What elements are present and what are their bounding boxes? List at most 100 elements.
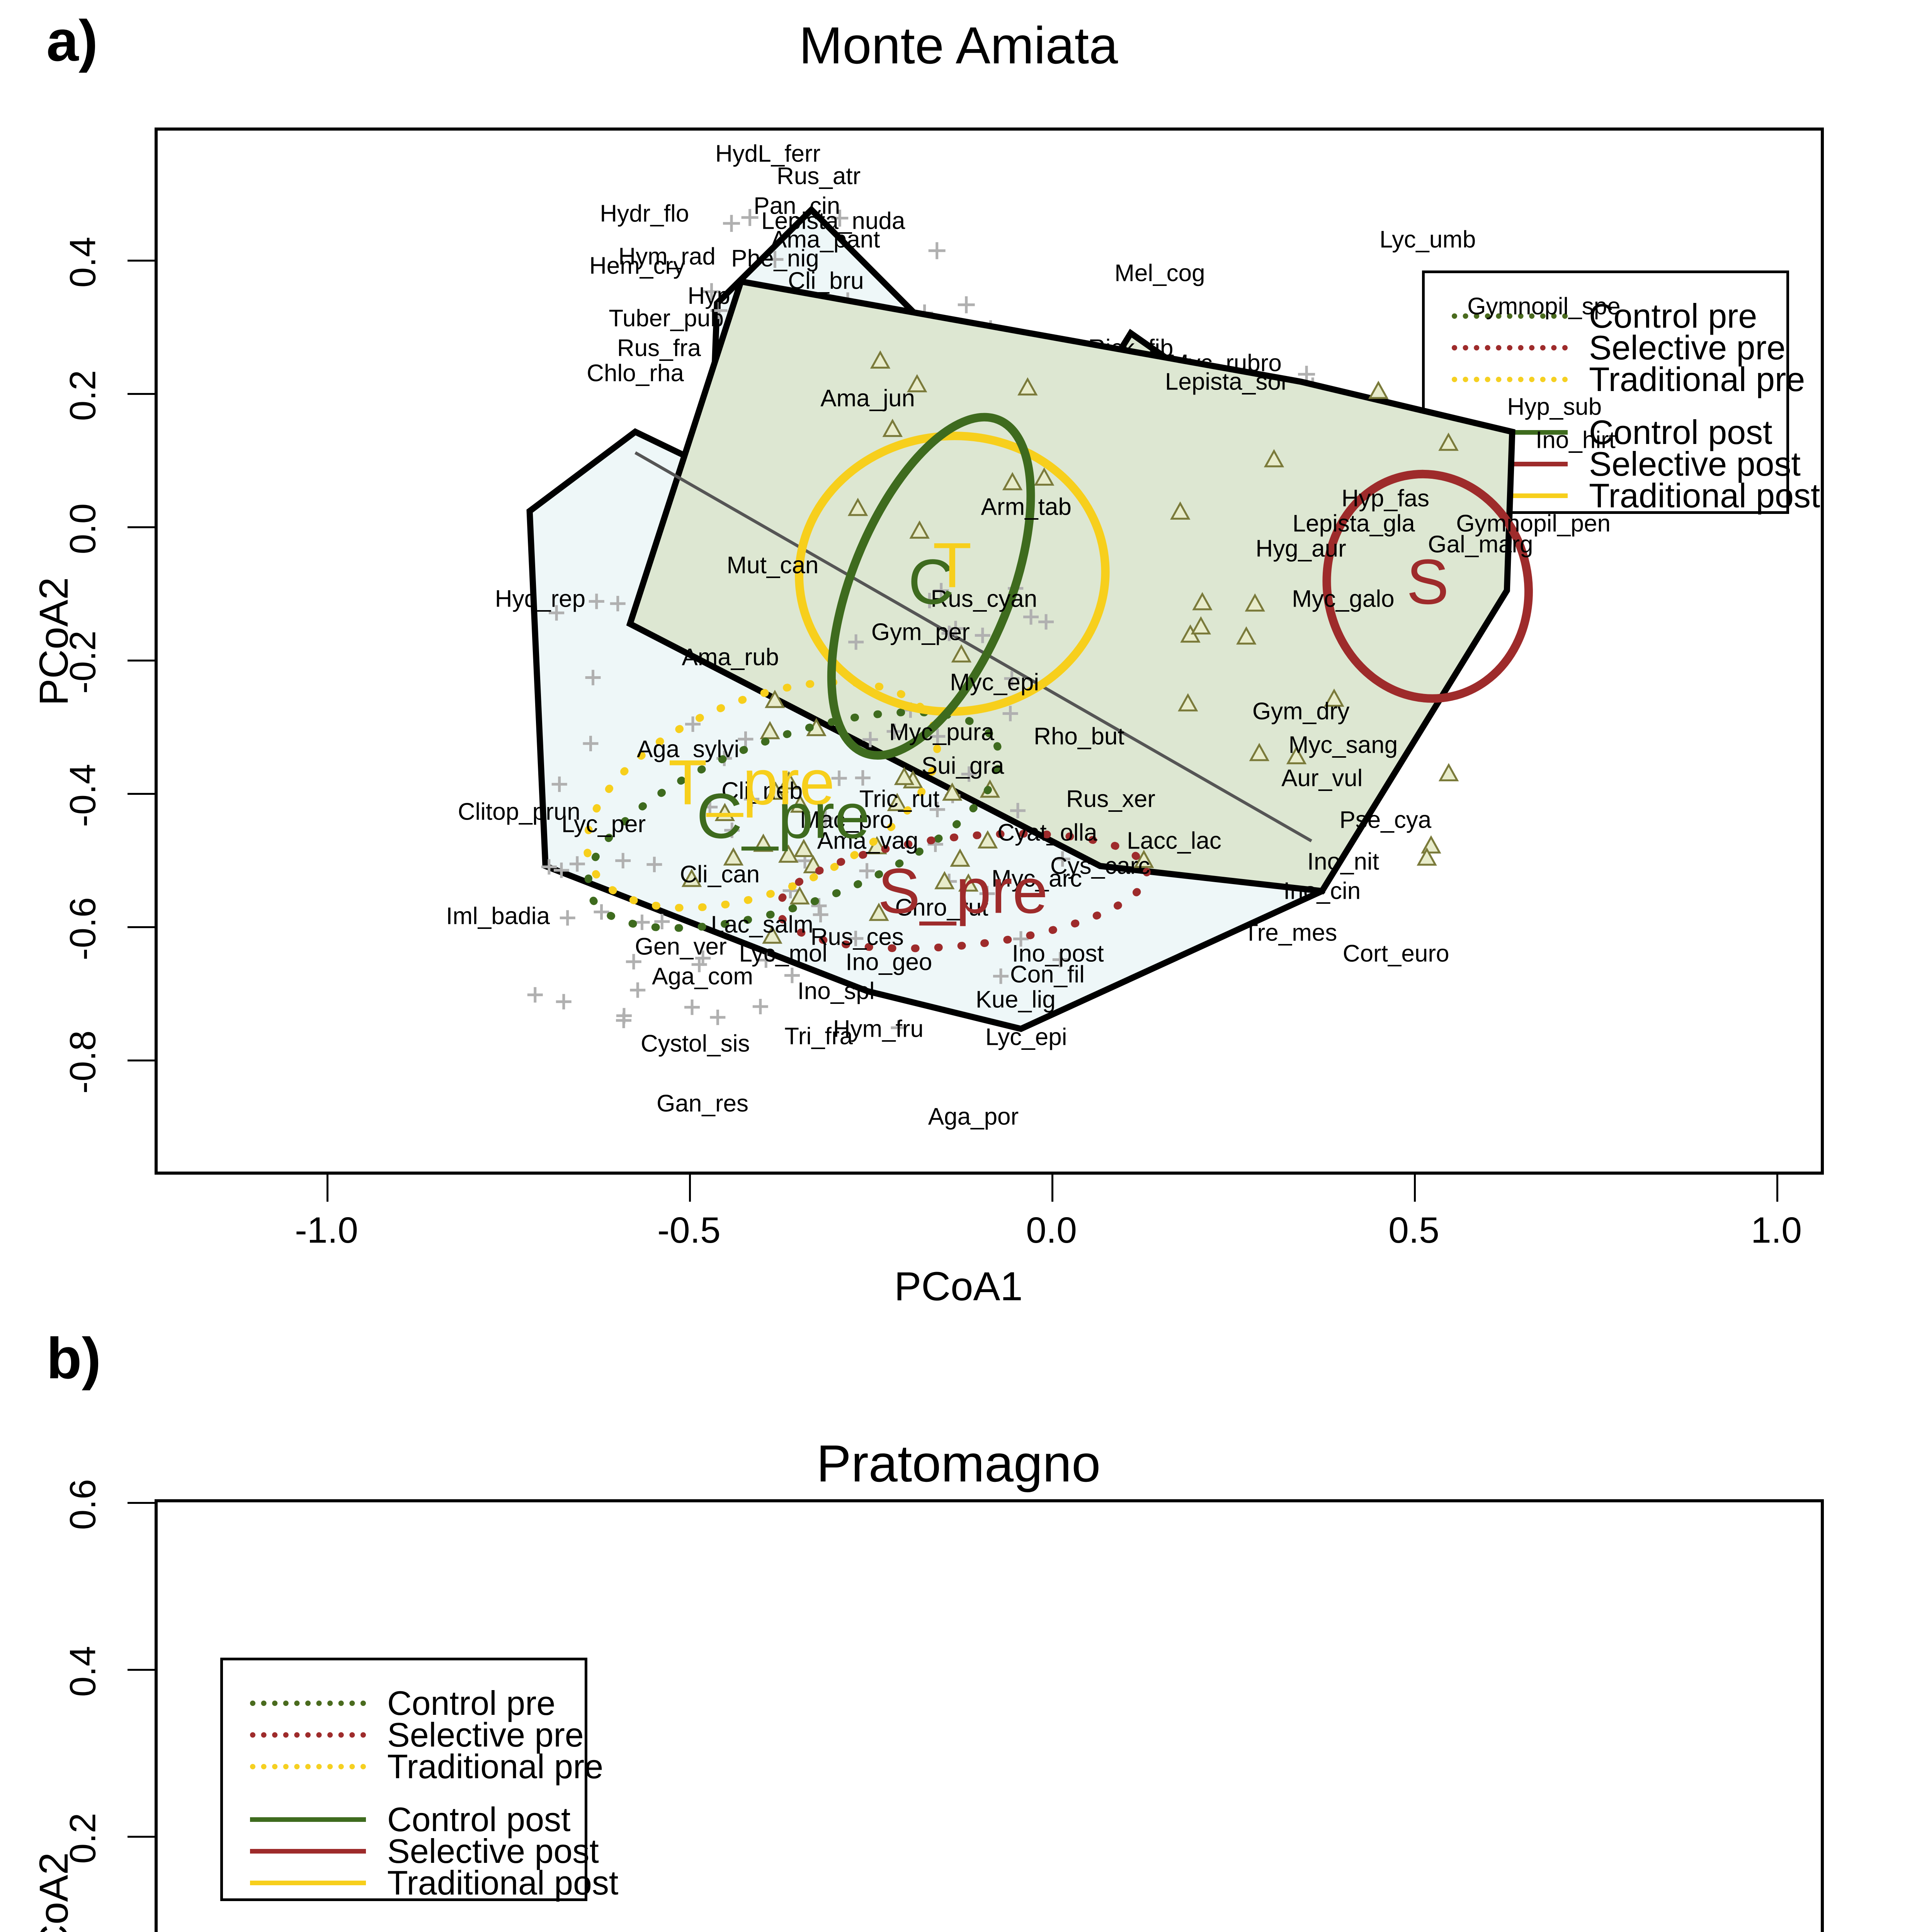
tickmark-y-a-2 [128, 526, 155, 528]
species-label: Myc_pura [889, 719, 995, 746]
legend-key-dotted-icon [250, 1764, 366, 1769]
species-label: Hyp_sub [1507, 393, 1602, 420]
panel-a-letter: a) [46, 8, 98, 73]
species-label: Lac_salm [711, 911, 813, 938]
species-label: Gan_res [657, 1090, 748, 1117]
legend-label: Selective pre [1589, 328, 1786, 367]
legend-label: Control post [1589, 413, 1772, 451]
legend-label: Traditional pre [387, 1747, 604, 1786]
species-label: Mut_can [726, 552, 819, 579]
xtick-a-4: 1.0 [1750, 1210, 1802, 1251]
species-label: Ino_spl [797, 978, 875, 1005]
species-label: Lepista_nuda [761, 207, 905, 235]
species-label: Tre_mes [1243, 919, 1337, 946]
species-label: Lyc_per [561, 811, 646, 838]
species-label: Gym_per [871, 619, 970, 646]
legend-item-traditional-post[interactable]: Traditional post [250, 1863, 618, 1903]
legend-key-solid-icon [250, 1817, 366, 1822]
species-label: Rus_atr [777, 163, 861, 190]
tickmark-x-a-1 [689, 1175, 691, 1202]
legend-key-solid-icon [250, 1849, 366, 1854]
species-label: Myc_epi [950, 669, 1039, 696]
legend-label: Selective post [387, 1832, 599, 1870]
species-label: Cli_can [680, 861, 760, 888]
legend-item-selective-post[interactable]: Selective post [250, 1832, 599, 1871]
species-label: Gymnopil_spe [1467, 293, 1621, 320]
species-label: Myc_sang [1288, 731, 1398, 759]
species-label: Iml_badia [446, 903, 550, 930]
legend-item-traditional-post[interactable]: Traditional post [1452, 476, 1820, 515]
species-label: Cort_euro [1342, 940, 1449, 967]
species-label: Ino_nit [1307, 848, 1379, 875]
legend-key-dotted-icon [1452, 377, 1568, 382]
species-label: Rho_but [1034, 723, 1124, 750]
species-label: Rus_fra [617, 335, 701, 362]
legend-item-control-post[interactable]: Control post [250, 1800, 570, 1839]
centroid-t_pre: T_pre [668, 747, 835, 818]
legend-label: Traditional post [1589, 476, 1820, 515]
xtick-a-0: -1.0 [295, 1210, 358, 1251]
legend-item-selective-pre[interactable]: Selective pre [1452, 328, 1786, 367]
species-label: Lyc_umb [1379, 226, 1476, 253]
panel-b-graphics [526, 278, 1533, 1036]
species-label: Gymnopil_pen [1456, 510, 1611, 537]
legend-key-dotted-icon [1452, 345, 1568, 350]
legend-key-solid-icon [250, 1881, 366, 1885]
centroid-c_pre: C_pre [696, 780, 870, 852]
centroid-s_pre: S_pre [878, 855, 1048, 927]
species-label: Lepista_gla [1292, 510, 1415, 537]
species-label: Mel_cog [1114, 260, 1205, 287]
species-label: Lacc_lac [1127, 827, 1221, 854]
panel-pratomagno: b) Pratomagno 0.6 0.4 0.2 0.0 -0.2 -0.4 … [0, 226, 1917, 1932]
species-label: Mac_pro [800, 806, 893, 833]
species-label: Ama_jun [820, 385, 915, 412]
species-label: Cli_neb [721, 777, 803, 804]
species-label: Ino_cin [1283, 878, 1361, 905]
species-label: Rus_ces [810, 923, 904, 951]
legend-item-control-pre[interactable]: Control pre [1452, 296, 1757, 336]
species-label: Ama_pant [771, 226, 880, 253]
species-label: Sui_gra [921, 752, 1004, 779]
species-label: Hym_fru [833, 1015, 924, 1043]
species-label: Myc_arc [991, 865, 1082, 892]
species-label: Hyg_aur [1255, 535, 1346, 562]
centroid-s: S [1406, 546, 1449, 617]
legend-item-traditional-pre[interactable]: Traditional pre [1452, 360, 1805, 399]
legend-item-traditional-pre[interactable]: Traditional pre [250, 1747, 603, 1786]
species-label: Gen_ver [634, 933, 727, 960]
legend-label: Traditional post [387, 1864, 619, 1902]
species-label: Cystol_sis [641, 1030, 750, 1057]
panel-a-title: Monte Amiata [799, 16, 1118, 75]
legend-item-selective-pre[interactable]: Selective pre [250, 1715, 584, 1755]
species-label: Aur_vul [1281, 765, 1363, 792]
panel-a-legend: Control pre Selective pre Traditional pre C… [1422, 270, 1820, 515]
species-label: Hydr_flo [600, 200, 689, 227]
species-label: Kue_lig [975, 986, 1056, 1013]
species-label: Pse_cya [1339, 806, 1432, 833]
legend-item-control-pre[interactable]: Control pre [250, 1684, 555, 1723]
legend-label: Control pre [1589, 297, 1757, 335]
tickmark-y-b-1 [128, 1669, 155, 1671]
species-label: Ino_post [1012, 940, 1104, 967]
tickmark-y-b-2 [128, 1836, 155, 1838]
tickmark-x-a-3 [1414, 1175, 1416, 1202]
panel-b-legend: Control pre Selective pre Traditional pre C… [220, 1658, 618, 1902]
legend-item-control-post[interactable]: Control post [1452, 413, 1772, 452]
tickmark-x-a-4 [1776, 1175, 1778, 1202]
species-label: Aga_com [652, 963, 754, 990]
species-label: Cys_carc [1050, 852, 1150, 879]
panel-b-letter: b) [46, 1326, 101, 1391]
centroid-c: C [908, 546, 954, 617]
species-label: Lyc_epi [985, 1024, 1067, 1051]
legend-key-dotted-icon [250, 1732, 366, 1738]
species-label: Pan_cin [754, 192, 840, 219]
species-label: Ino_geo [845, 949, 932, 976]
tickmark-x-a-2 [1051, 1175, 1053, 1202]
species-label: HydL_ferr [715, 140, 821, 167]
species-label: Chro_rut [895, 894, 988, 921]
tickmark-y-a-1 [128, 393, 155, 395]
species-label: Chlo_rha [587, 360, 684, 387]
xtick-a-1: -0.5 [657, 1210, 721, 1251]
species-label: Myc_galo [1292, 585, 1395, 612]
